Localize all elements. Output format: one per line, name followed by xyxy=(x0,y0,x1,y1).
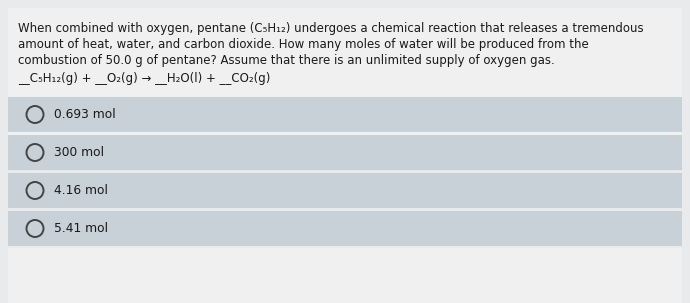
FancyBboxPatch shape xyxy=(8,97,682,132)
Text: 300 mol: 300 mol xyxy=(54,146,104,159)
Text: When combined with oxygen, pentane (C₅H₁₂) undergoes a chemical reaction that re: When combined with oxygen, pentane (C₅H₁… xyxy=(18,22,644,35)
Text: 0.693 mol: 0.693 mol xyxy=(54,108,115,121)
FancyBboxPatch shape xyxy=(8,173,682,208)
Text: amount of heat, water, and carbon dioxide. How many moles of water will be produ: amount of heat, water, and carbon dioxid… xyxy=(18,38,589,51)
FancyBboxPatch shape xyxy=(8,135,682,170)
Text: __C₅H₁₂(g) + __O₂(g) → __H₂O(l) + __CO₂(g): __C₅H₁₂(g) + __O₂(g) → __H₂O(l) + __CO₂(… xyxy=(18,72,270,85)
Text: combustion of 50.0 g of pentane? Assume that there is an unlimited supply of oxy: combustion of 50.0 g of pentane? Assume … xyxy=(18,54,555,67)
FancyBboxPatch shape xyxy=(8,8,682,155)
Text: 5.41 mol: 5.41 mol xyxy=(54,222,108,235)
Text: 4.16 mol: 4.16 mol xyxy=(54,184,108,197)
FancyBboxPatch shape xyxy=(8,211,682,246)
FancyBboxPatch shape xyxy=(8,248,682,303)
